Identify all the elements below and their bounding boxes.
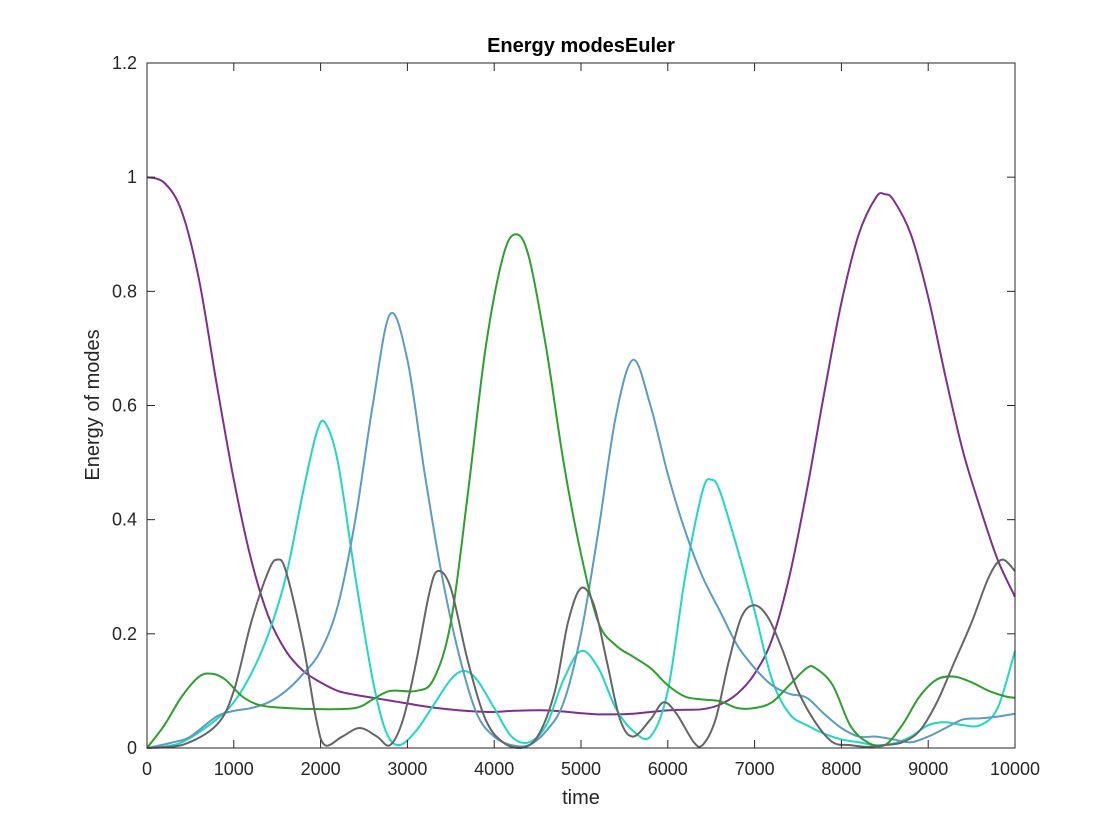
y-tick-label: 1.2	[112, 53, 137, 73]
y-tick-label: 0.8	[112, 281, 137, 301]
x-tick-label: 2000	[301, 759, 341, 779]
series-line-3	[146, 311, 1016, 749]
y-axis-label: Energy of modes	[82, 329, 104, 480]
x-tick-label: 1000	[214, 759, 254, 779]
y-tick-label: 1	[127, 167, 137, 187]
x-tick-label: 7000	[735, 759, 775, 779]
x-tick-label: 0	[142, 759, 152, 779]
x-tick-label: 4000	[474, 759, 514, 779]
x-tick-label: 6000	[648, 759, 688, 779]
y-tick-label: 0.6	[112, 396, 137, 416]
y-tick-label: 0.4	[112, 510, 137, 530]
tick-layer: 0 1000 2000 3000 4000 5000 6000 7000 8000 9000 100…	[112, 53, 1040, 779]
x-tick-label: 3000	[387, 759, 427, 779]
x-tick-label: 8000	[821, 759, 861, 779]
series-layer	[146, 176, 1016, 749]
series-line-2	[146, 419, 1016, 749]
plot-frame	[146, 62, 1016, 749]
x-tick-label: 9000	[908, 759, 948, 779]
chart-title: Energy modesEuler	[487, 35, 675, 57]
x-tick-label: 10000	[990, 759, 1040, 779]
x-tick-label: 5000	[561, 759, 601, 779]
series-line-1	[146, 176, 1016, 716]
series-line-5	[146, 558, 1016, 749]
y-tick-label: 0.2	[112, 624, 137, 644]
y-tick-label: 0	[127, 738, 137, 758]
x-axis-label: time	[562, 787, 600, 809]
plot-area	[147, 63, 1015, 748]
